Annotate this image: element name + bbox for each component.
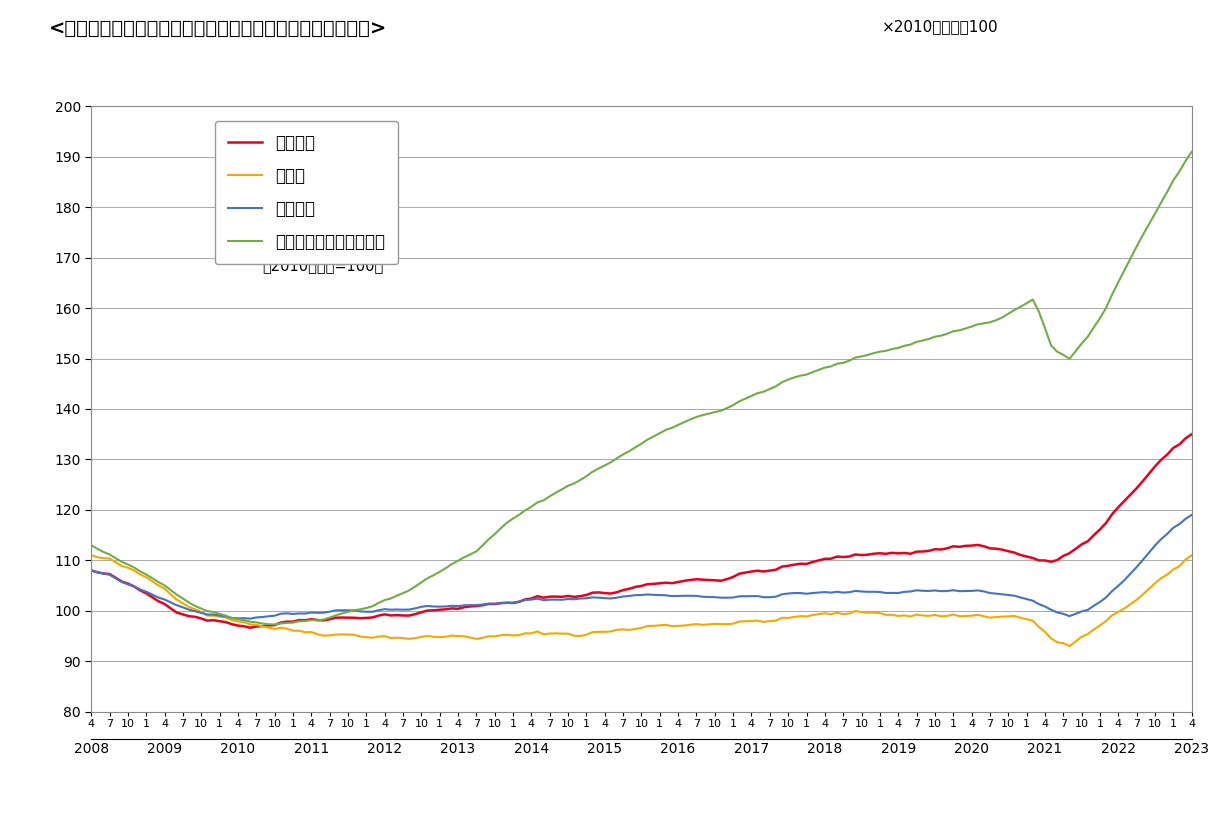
戸建住宅	[255, 612, 270, 622]
戸建住宅	[1001, 590, 1015, 600]
住宅地	[389, 633, 404, 643]
戸建住宅	[621, 591, 636, 601]
マンション（区分所有）	[249, 618, 264, 627]
住宅総合	[1001, 546, 1015, 556]
戸建住宅	[243, 614, 258, 623]
住宅総合	[615, 585, 630, 595]
Legend: 住宅総合, 住宅地, 戸建住宅, マンション（区分所有）: 住宅総合, 住宅地, 戸建住宅, マンション（区分所有）	[215, 121, 399, 264]
住宅地	[995, 612, 1009, 622]
住宅総合	[243, 622, 258, 632]
住宅総合	[1184, 429, 1199, 439]
Line: 戸建住宅: 戸建住宅	[91, 515, 1192, 618]
マンション（区分所有）	[84, 540, 98, 550]
マンション（区分所有）	[175, 594, 190, 604]
住宅総合	[621, 584, 636, 594]
戸建住宅	[1184, 510, 1199, 520]
戸建住宅	[395, 605, 410, 614]
Line: 住宅地: 住宅地	[91, 555, 1192, 646]
Text: <不動産価格指数（住宅）（令和５年４月分・季節調整値）>: <不動産価格指数（住宅）（令和５年４月分・季節調整値）>	[49, 19, 387, 38]
マンション（区分所有）	[615, 450, 630, 460]
マンション（区分所有）	[1001, 309, 1015, 319]
Text: （2010年平均=100）: （2010年平均=100）	[261, 258, 383, 272]
住宅総合	[395, 610, 410, 620]
住宅総合	[84, 565, 98, 575]
住宅総合	[175, 609, 190, 619]
マンション（区分所有）	[621, 447, 636, 456]
住宅地	[1062, 641, 1076, 651]
マンション（区分所有）	[395, 588, 410, 598]
住宅地	[609, 625, 624, 635]
戸建住宅	[175, 602, 190, 612]
Text: ×2010年平均＝100: ×2010年平均＝100	[882, 19, 998, 34]
住宅地	[1184, 551, 1199, 560]
マンション（区分所有）	[1184, 147, 1199, 157]
住宅地	[84, 551, 98, 560]
Line: 住宅総合: 住宅総合	[91, 434, 1192, 627]
戸建住宅	[84, 565, 98, 575]
住宅総合	[255, 621, 270, 631]
マンション（区分所有）	[268, 620, 282, 630]
住宅地	[615, 624, 630, 634]
戸建住宅	[615, 591, 630, 601]
Line: マンション（区分所有）: マンション（区分所有）	[91, 152, 1192, 625]
住宅地	[249, 620, 264, 630]
住宅地	[175, 598, 190, 608]
